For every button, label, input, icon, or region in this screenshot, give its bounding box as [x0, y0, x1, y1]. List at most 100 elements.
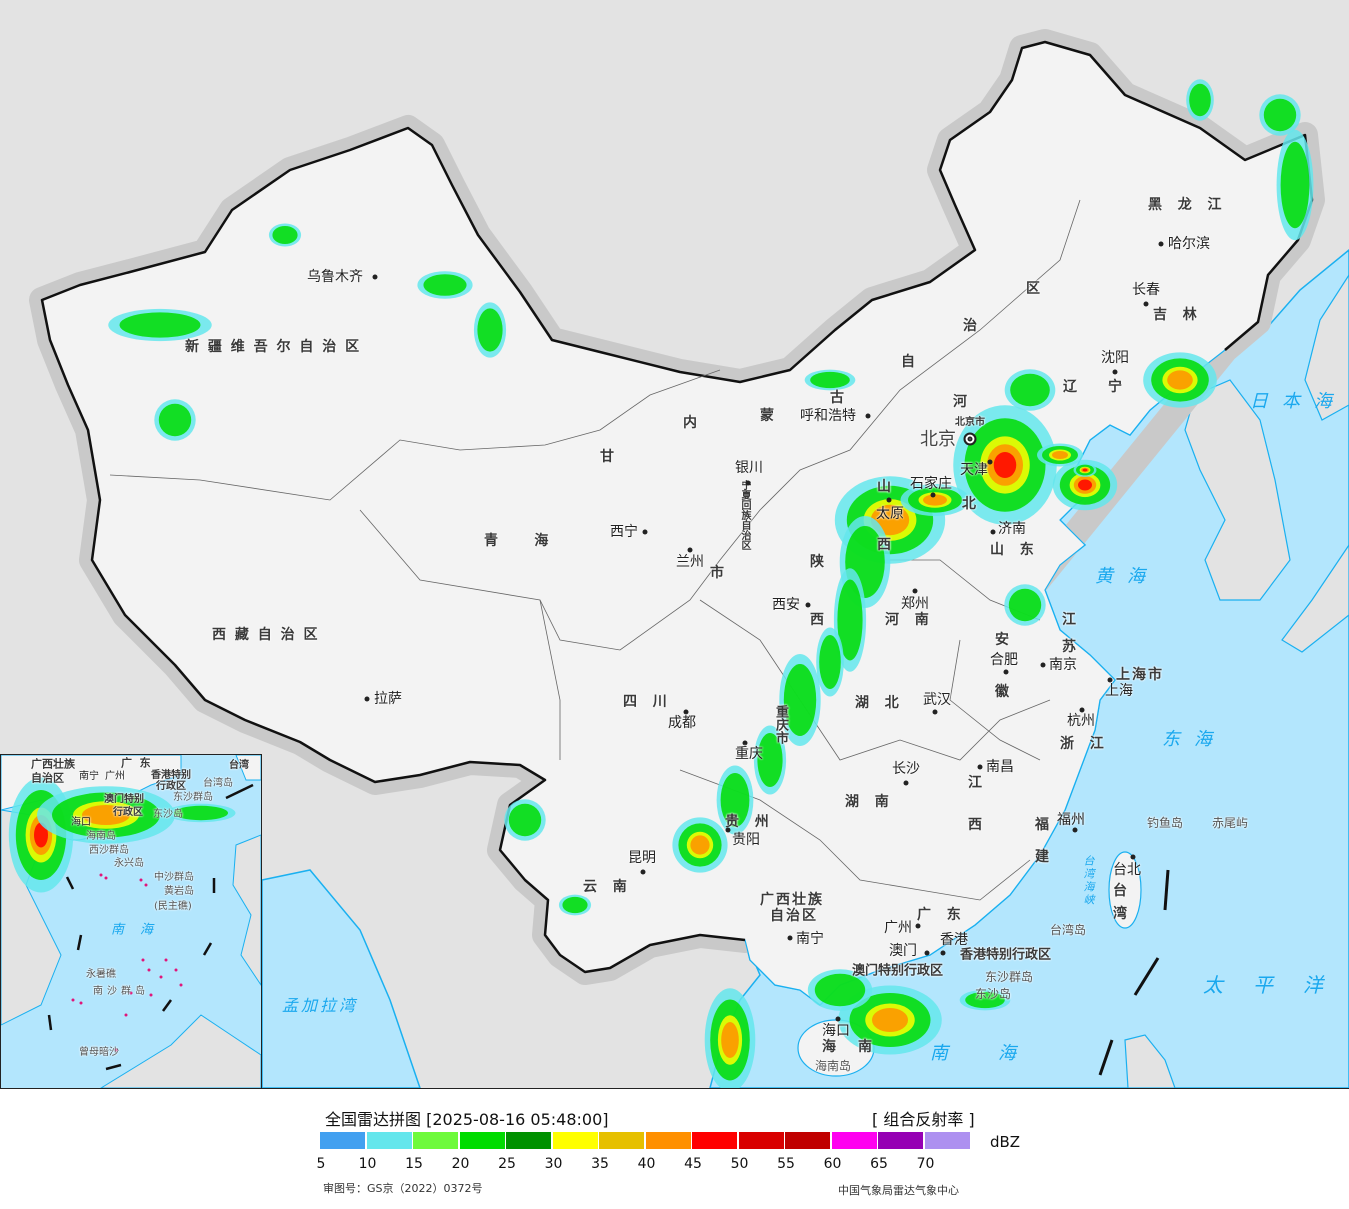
- city-label[interactable]: 长春: [1132, 282, 1160, 298]
- radar-map[interactable]: 新 疆 维 吾 尔 自 治 区 西 藏 自 治 区 青 海 甘 内 蒙 古 自 …: [0, 0, 1349, 1088]
- radar-echo-layer: [108, 79, 1314, 1088]
- city-dot: [787, 935, 793, 941]
- city-label[interactable]: 成都: [668, 715, 696, 731]
- city-label[interactable]: 沈阳: [1101, 350, 1129, 366]
- city-dot: [1107, 677, 1113, 683]
- tick-label: 65: [870, 1156, 888, 1172]
- city-dot: [915, 923, 921, 929]
- province-label: 四 川: [623, 694, 669, 710]
- radar-echo: [923, 494, 947, 506]
- city-dot: [1130, 854, 1136, 860]
- city-label[interactable]: 南京: [1049, 657, 1077, 673]
- city-label[interactable]: 昆明: [628, 850, 656, 866]
- city-label[interactable]: 西宁: [610, 524, 638, 540]
- tick-label: 70: [916, 1156, 935, 1172]
- city-label[interactable]: 太原: [876, 506, 904, 522]
- province-label: 南: [858, 1039, 874, 1055]
- city-label[interactable]: 武汉: [923, 692, 951, 708]
- city-label[interactable]: 兰州: [676, 554, 704, 570]
- city-dot: [1158, 241, 1164, 247]
- radar-echo: [1189, 83, 1211, 117]
- color-scale-cell: [831, 1132, 877, 1149]
- city-label[interactable]: 长沙: [892, 761, 920, 777]
- city-label[interactable]: 北京: [920, 429, 956, 450]
- city-label[interactable]: 石家庄: [910, 476, 952, 492]
- city-label[interactable]: 呼和浩特: [800, 408, 856, 424]
- tick-label: 45: [684, 1156, 702, 1172]
- radar-echo: [965, 991, 1005, 1009]
- city-label[interactable]: 天津: [960, 462, 988, 478]
- tick-label: 25: [498, 1156, 516, 1172]
- radar-echo: [34, 822, 48, 848]
- province-label: 山: [877, 479, 893, 495]
- province-label: 自治区: [770, 908, 818, 924]
- radar-echo: [819, 635, 841, 689]
- city-label[interactable]: 香港: [940, 932, 968, 948]
- city-dot: [1003, 669, 1009, 675]
- city-label[interactable]: 济南: [998, 521, 1026, 537]
- city-label[interactable]: 乌鲁木齐: [307, 269, 363, 285]
- city-label[interactable]: 海口: [822, 1023, 850, 1039]
- province-label: 自: [901, 354, 917, 370]
- province-label: 台: [1113, 883, 1129, 899]
- city-label[interactable]: 南昌: [986, 759, 1014, 775]
- city-dot: [987, 459, 993, 465]
- city-label[interactable]: 贵阳: [732, 832, 760, 848]
- province-label: 西: [810, 612, 826, 628]
- city-dot: [1143, 301, 1149, 307]
- inset-label: 永暑礁: [86, 969, 116, 980]
- city-dot: [940, 950, 946, 956]
- city-label[interactable]: 福州: [1057, 812, 1085, 828]
- province-label: 江: [1062, 612, 1078, 628]
- province-label: 蒙: [760, 408, 776, 424]
- city-label[interactable]: 郑州: [901, 596, 929, 612]
- tick-label: 40: [637, 1156, 656, 1172]
- city-label[interactable]: 澳门: [889, 943, 917, 959]
- city-dot: [1072, 827, 1078, 833]
- province-label: 陕: [810, 554, 826, 570]
- color-scale-cell: [459, 1132, 505, 1149]
- city-dot: [1079, 707, 1085, 713]
- city-dot: [745, 480, 751, 486]
- inset-label: 黄岩岛: [164, 886, 194, 897]
- city-dot: [1112, 369, 1118, 375]
- city-label[interactable]: 合肥: [990, 652, 1018, 668]
- taiwan-island: [1108, 851, 1142, 929]
- color-scale-cell: [785, 1132, 830, 1149]
- philippines-land: [1124, 1034, 1176, 1088]
- city-label[interactable]: 上海: [1105, 683, 1133, 699]
- city-label[interactable]: 台北: [1113, 862, 1141, 878]
- city-label[interactable]: 杭州: [1067, 713, 1095, 729]
- radar-echo: [872, 1008, 908, 1032]
- tick-label: 35: [591, 1156, 609, 1172]
- radar-echo: [1008, 588, 1042, 622]
- japan-land: [1304, 273, 1349, 421]
- tick-label: 50: [730, 1156, 749, 1172]
- legend-title: 全国雷达拼图 [2025-08-16 05:48:00]: [325, 1110, 609, 1129]
- color-scale-cell: [552, 1132, 598, 1149]
- province-boundaries: [109, 199, 1081, 901]
- inset-label: 西沙群岛: [89, 845, 129, 856]
- city-label[interactable]: 西安: [772, 597, 800, 613]
- city-dot: [990, 529, 996, 535]
- city-label[interactable]: 南宁: [796, 931, 824, 947]
- radar-echo: [174, 805, 228, 821]
- sea-label: 太平洋: [1203, 973, 1349, 997]
- tick-label: 5: [316, 1156, 326, 1172]
- province-label: 区: [1026, 281, 1042, 297]
- city-dot: [977, 764, 983, 770]
- city-label[interactable]: 拉萨: [374, 691, 402, 707]
- color-scale-cell: [320, 1132, 365, 1149]
- province-label: 海: [822, 1039, 838, 1055]
- city-label[interactable]: 银川: [735, 460, 763, 476]
- credit-text: 中国气象局雷达气象中心: [838, 1184, 959, 1197]
- color-scale-cell: [366, 1132, 412, 1149]
- province-label: 河 南: [885, 612, 931, 628]
- city-dot: [1040, 662, 1046, 668]
- city-label[interactable]: 重庆: [735, 746, 763, 762]
- sea-label: 南海: [930, 1043, 1066, 1064]
- radar-echo: [810, 371, 850, 389]
- city-label[interactable]: 哈尔滨: [1168, 236, 1210, 252]
- inset-label: 台湾: [229, 760, 249, 771]
- city-label[interactable]: 广州: [884, 920, 912, 936]
